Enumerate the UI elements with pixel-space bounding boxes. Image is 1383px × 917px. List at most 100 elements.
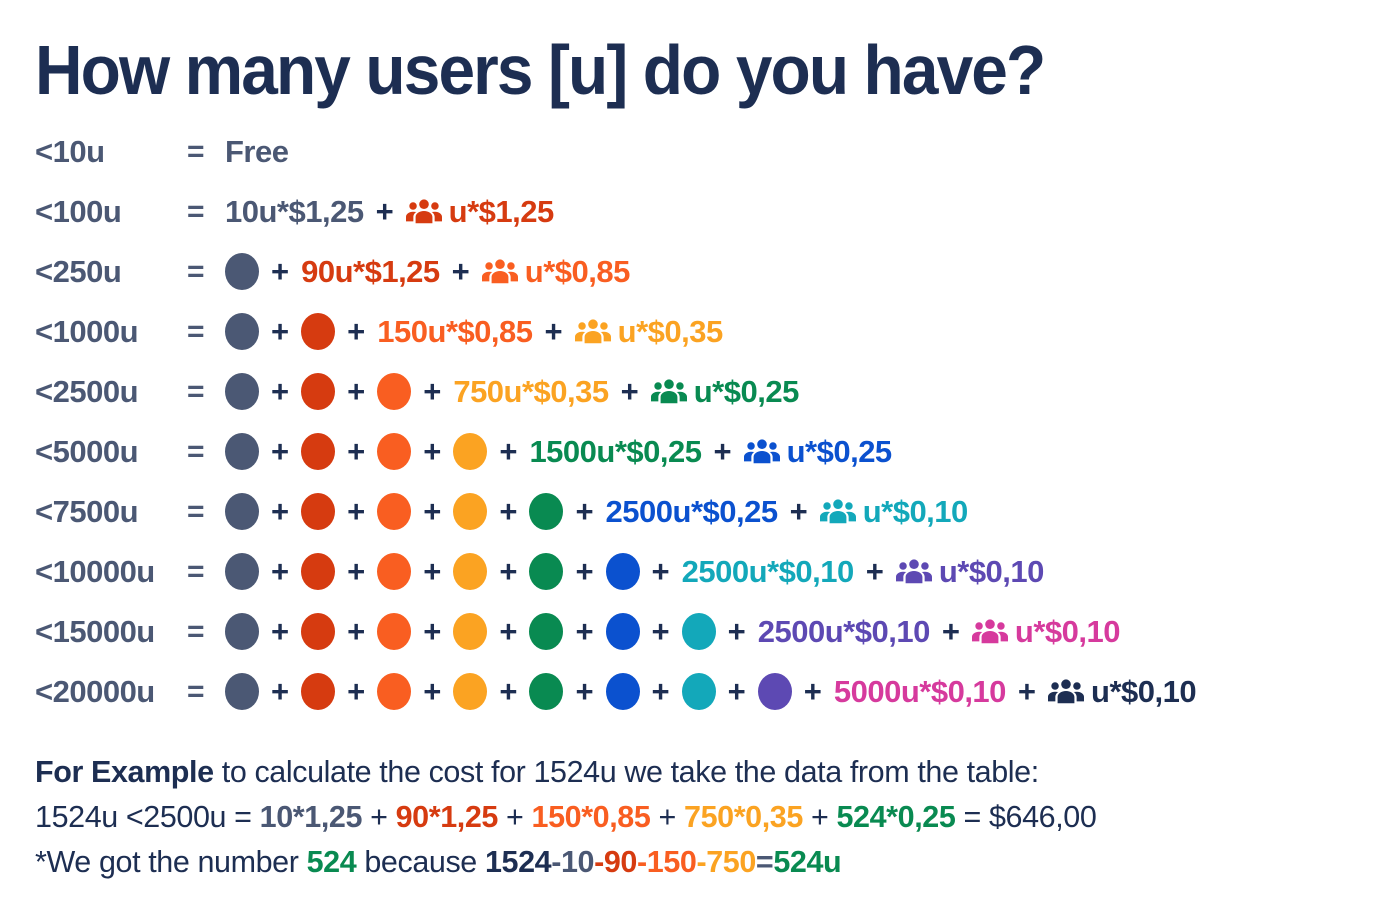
example-segment: + — [650, 799, 684, 834]
tier-formula-text: 2500u*$0,25 — [605, 493, 779, 529]
users-group-icon — [971, 619, 1008, 644]
tier-label: <250u — [35, 253, 122, 289]
tier-row: <20000u = + + + + + + + +5000u*$0,10 + u*$0,10 — [35, 662, 1383, 722]
overflow-users-term: u*$0,25 — [743, 434, 892, 470]
tier-label: <2500u — [35, 373, 139, 409]
tier-formula-items: + + + + +2500u*$0,25 + u*$0,10 — [225, 493, 968, 530]
overflow-users-term: u*$0,10 — [971, 613, 1121, 650]
plus-sign: + — [423, 494, 442, 529]
tier-formula-items: + + + + + + +2500u*$0,10 + u*$0,10 — [225, 613, 1121, 650]
example-line: *We got the number 524 because 1524-10-9… — [35, 840, 1383, 885]
overflow-users-term: u*$0,10 — [1048, 674, 1197, 710]
tier-table: <10u = Free <100u = 10u*$1,25 + u*$1,25 <250u = +9… — [35, 122, 1383, 722]
tier-formula-text: 1500u*$0,25 — [529, 433, 702, 469]
equals-sign: = — [187, 254, 205, 288]
tier-dot-slate — [225, 373, 259, 410]
example-segment: to calculate the cost for 1524u we take … — [213, 754, 1039, 789]
tier-label: <10000u — [35, 553, 155, 589]
tier-dot-amber — [453, 553, 488, 590]
plus-sign: + — [347, 434, 366, 469]
plus-sign: + — [727, 614, 746, 649]
tier-dot-green — [529, 673, 564, 710]
plus-sign: + — [347, 674, 366, 709]
overflow-users-formula: u*$0,10 — [1014, 613, 1121, 649]
example-segment: 1524 — [484, 844, 552, 879]
plus-sign: + — [575, 614, 594, 649]
tier-formula-text: 10u*$1,25 — [225, 193, 364, 229]
tier-row: <15000u = + + + + + + +2500u*$0,10 + u*$0,10 — [35, 602, 1383, 662]
plus-sign: + — [651, 614, 670, 649]
tier-dot-orange — [377, 553, 412, 590]
example-segment: 1524u <2500u = — [35, 799, 260, 834]
plus-sign: + — [423, 434, 442, 469]
example-line: 1524u <2500u = 10*1,25 + 90*1,25 + 150*0… — [35, 795, 1383, 840]
plus-sign: + — [347, 374, 366, 409]
equals-sign: = — [187, 494, 205, 528]
tier-dot-blue — [605, 673, 640, 710]
example-segment: -150 — [637, 844, 697, 879]
overflow-users-formula: u*$1,25 — [448, 193, 555, 229]
tier-dot-amber — [453, 433, 488, 470]
equals-sign: = — [187, 554, 205, 588]
tier-formula-text: 150u*$0,85 — [377, 313, 533, 349]
example-segment: -90 — [594, 844, 637, 879]
plus-sign: + — [271, 434, 290, 469]
overflow-users-term: u*$0,25 — [650, 374, 799, 410]
plus-sign: + — [620, 374, 639, 409]
tier-label: <15000u — [35, 613, 155, 649]
plus-sign: + — [713, 434, 732, 469]
tier-row: <1000u = + +150u*$0,85 + u*$0,35 — [35, 302, 1383, 362]
example-segment: 10*1,25 — [259, 799, 363, 834]
plus-sign: + — [575, 494, 594, 529]
example-segment: because — [356, 844, 485, 879]
example-segment: 90*1,25 — [395, 799, 499, 834]
tier-dot-blue — [605, 613, 640, 650]
users-group-icon — [405, 199, 442, 224]
tier-dot-slate — [225, 433, 259, 470]
tier-dot-red — [301, 673, 336, 710]
tier-dot-orange — [377, 673, 412, 710]
tier-dot-slate — [225, 253, 259, 290]
overflow-users-formula: u*$0,10 — [938, 553, 1045, 589]
tier-label: <10u — [35, 133, 105, 169]
plus-sign: + — [651, 674, 670, 709]
tier-label: <5000u — [35, 433, 139, 469]
tier-row: <250u = +90u*$1,25 + u*$0,85 — [35, 242, 1383, 302]
tier-row: <100u = 10u*$1,25 + u*$1,25 — [35, 182, 1383, 242]
tier-formula-text: 750u*$0,35 — [453, 373, 609, 409]
example-segment: + — [802, 799, 837, 834]
tier-row: <7500u = + + + + +2500u*$0,25 + u*$0,10 — [35, 482, 1383, 542]
plus-sign: + — [451, 254, 470, 289]
tier-dot-red — [301, 493, 336, 530]
plus-sign: + — [865, 554, 884, 589]
tier-dot-blue — [605, 553, 640, 590]
plus-sign: + — [375, 194, 394, 229]
tier-dot-green — [529, 613, 564, 650]
overflow-users-formula: u*$0,35 — [617, 313, 724, 349]
tier-formula-items: + + + + + + + +5000u*$0,10 + u*$0,10 — [225, 673, 1197, 710]
users-group-icon — [1048, 679, 1085, 704]
plus-sign: + — [423, 554, 442, 589]
tier-dot-orange — [377, 373, 412, 410]
tier-formula-text: 2500u*$0,10 — [757, 613, 931, 649]
plus-sign: + — [803, 674, 822, 709]
example-segment: 524 — [306, 844, 357, 879]
tier-dot-teal — [681, 613, 716, 650]
plus-sign: + — [271, 494, 290, 529]
tier-label: <7500u — [35, 493, 139, 529]
tier-dot-amber — [453, 493, 488, 530]
users-group-icon — [895, 559, 932, 584]
equals-sign: = — [187, 674, 205, 708]
tier-formula-items: + + + + + +2500u*$0,10 + u*$0,10 — [225, 553, 1044, 590]
tier-row: <10000u = + + + + + +2500u*$0,10 + u*$0,10 — [35, 542, 1383, 602]
tier-dot-green — [529, 493, 564, 530]
plus-sign: + — [271, 374, 290, 409]
tier-row: <2500u = + + +750u*$0,35 + u*$0,25 — [35, 362, 1383, 422]
plus-sign: + — [347, 614, 366, 649]
example-segment: + — [362, 799, 396, 834]
tier-formula-text: 2500u*$0,10 — [681, 553, 855, 589]
example-line: For Example to calculate the cost for 15… — [35, 750, 1383, 795]
tier-dot-orange — [377, 493, 412, 530]
overflow-users-term: u*$0,10 — [819, 494, 968, 530]
plus-sign: + — [271, 314, 290, 349]
